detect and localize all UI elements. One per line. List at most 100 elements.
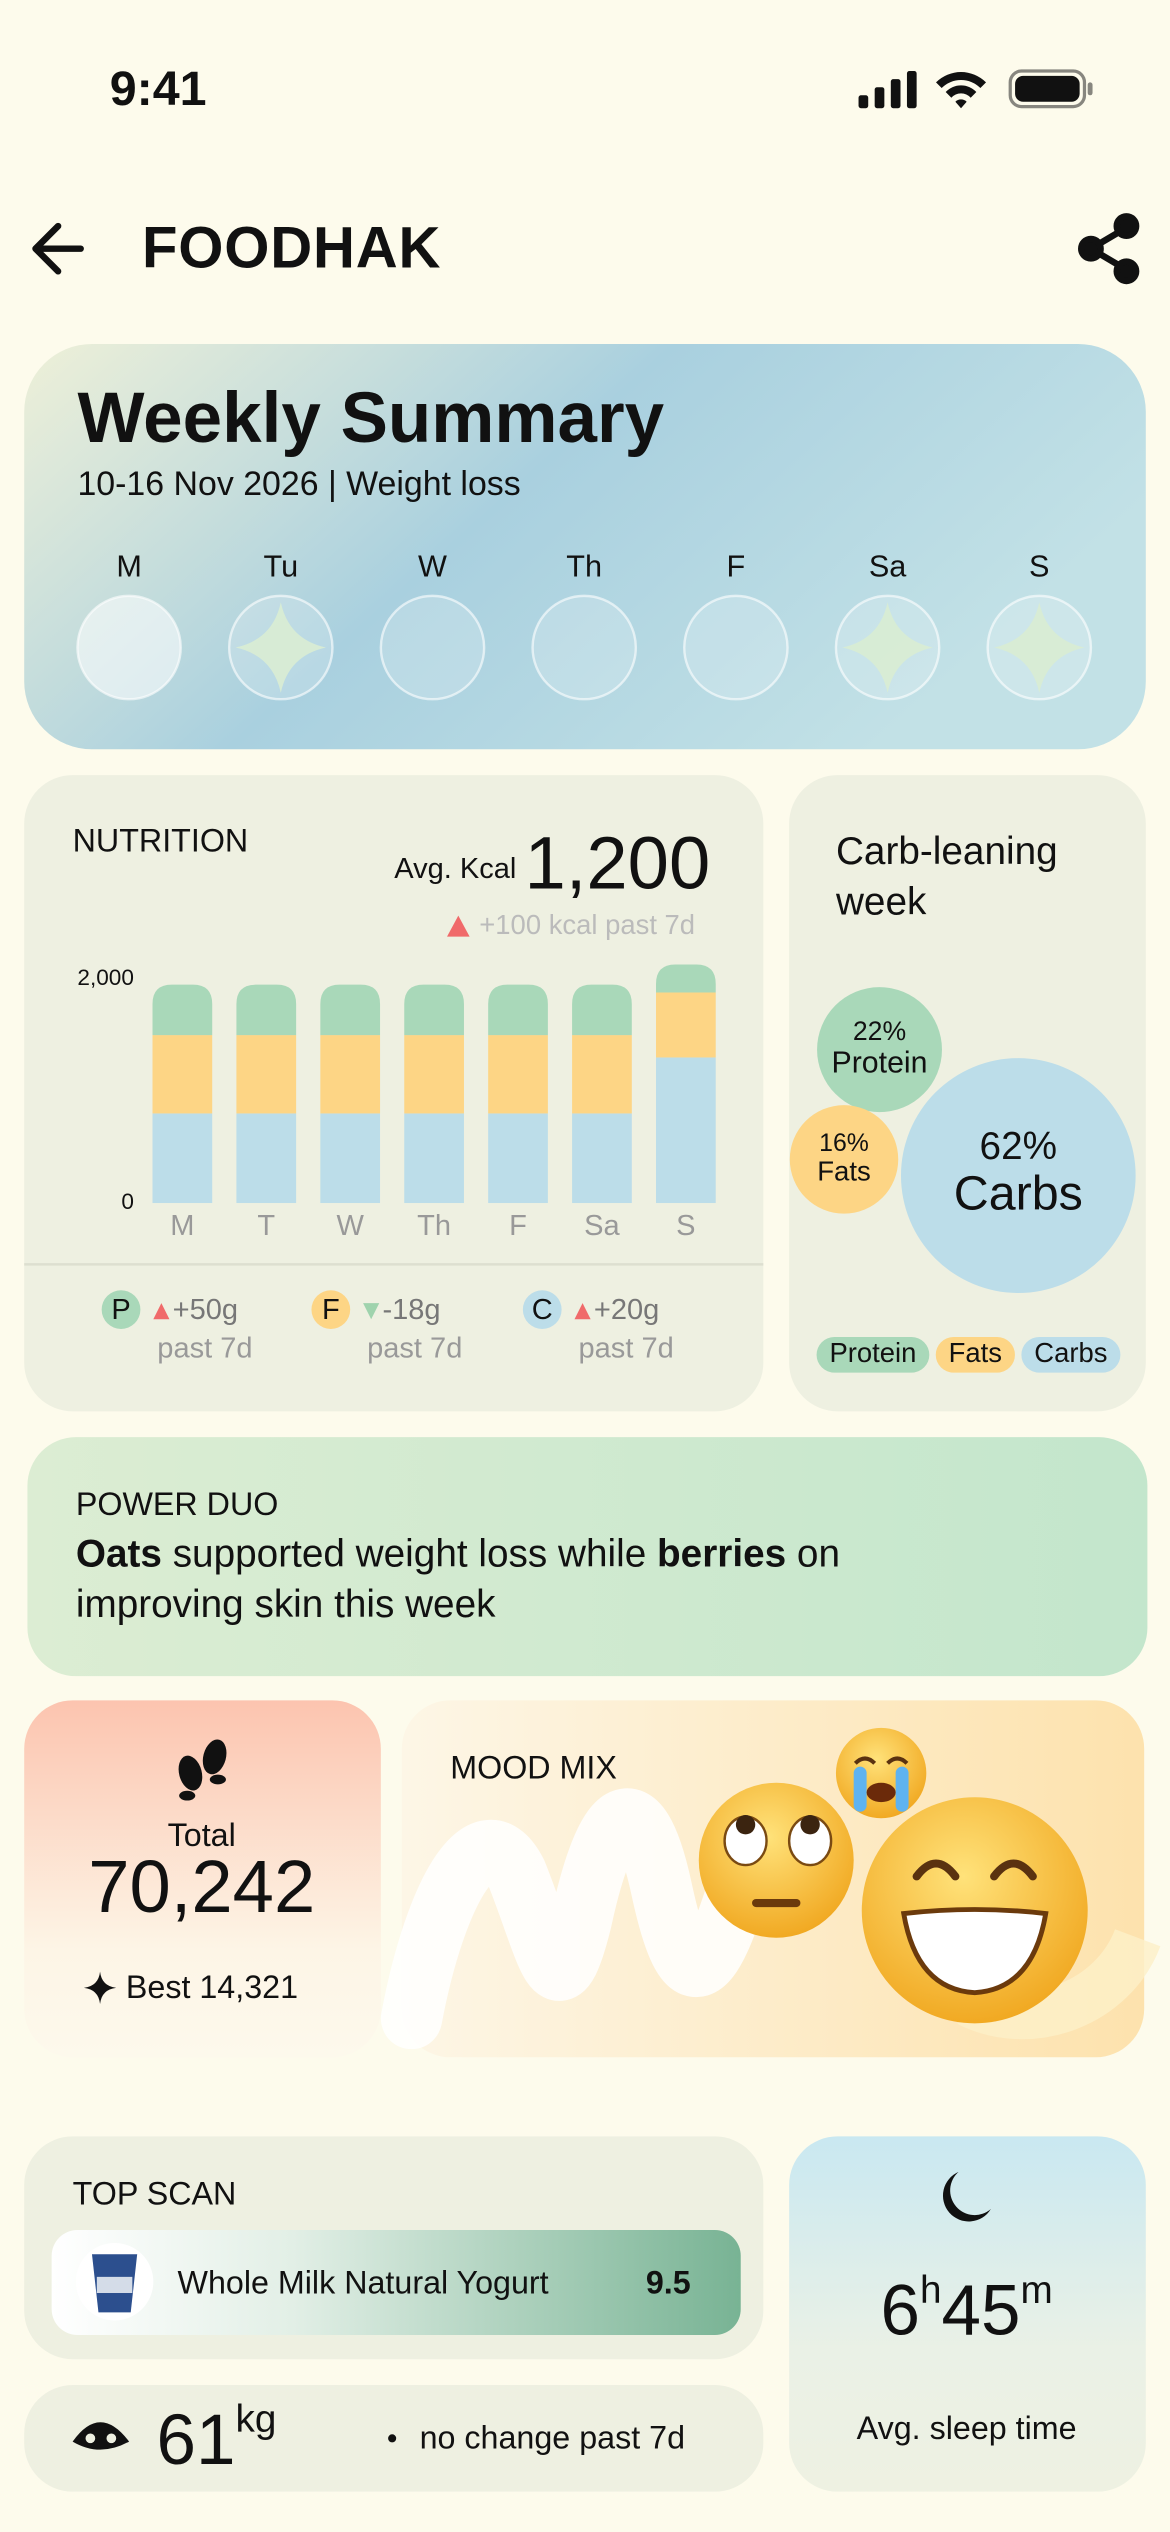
bar-segment	[152, 984, 213, 1036]
legend-pill	[1021, 1337, 1121, 1373]
bar-segment	[572, 1113, 632, 1204]
text: on	[786, 1533, 840, 1576]
x-tick-label: W	[336, 1210, 364, 1242]
weight-note: no change past 7d	[420, 2419, 685, 2455]
decor-wave	[380, 1788, 774, 2050]
legend-label: Fats	[949, 1337, 1002, 1368]
steps-card[interactable]	[24, 1700, 381, 2058]
steps-total: 70,242	[88, 1845, 315, 1928]
legend-pill	[935, 1337, 1015, 1373]
weight-icon	[72, 2422, 130, 2450]
product-thumbnail	[75, 2242, 154, 2321]
bar-segment	[404, 1113, 464, 1204]
product-score: 9.5	[646, 2264, 691, 2300]
macro-badge	[311, 1290, 351, 1329]
steps-label: Total	[168, 1817, 236, 1853]
power-duo-text: improving skin this week	[76, 1583, 496, 1626]
power-duo-text: Oats supported weight loss while berries…	[76, 1533, 840, 1576]
bar-segment	[572, 984, 632, 1036]
legend-label: Carbs	[1034, 1337, 1107, 1368]
bar-segment	[488, 1035, 548, 1114]
emoji-grin	[861, 1797, 1088, 2024]
day-label: S	[1029, 550, 1049, 584]
bar-segment	[236, 1035, 297, 1114]
mood-title: MOOD MIX	[450, 1749, 617, 1785]
bar-segment	[656, 964, 716, 993]
weekly-subtitle: 10-16 Nov 2026 | Weight loss	[77, 465, 520, 503]
share-button[interactable]	[1078, 213, 1140, 285]
macro-name: Fats	[817, 1155, 871, 1186]
bar-segment	[152, 1113, 213, 1204]
sleep-hours: 6	[881, 2271, 920, 2350]
sleep-card[interactable]	[789, 2136, 1146, 2492]
bar-segment	[236, 1113, 297, 1204]
macro-changes: P +50g past 7d F -18g past 7d C +20g past 7d	[101, 1290, 674, 1365]
footsteps-icon	[178, 1739, 227, 1801]
day-label: Sa	[869, 550, 907, 584]
sparkle-icon	[83, 1971, 117, 2004]
y-tick-label: 0	[121, 1189, 134, 1214]
bar-segment	[320, 1035, 381, 1114]
nutrition-chart: 0 2,000 M T W Th F Sa S	[77, 964, 716, 1242]
weight-value: 61kg	[157, 2398, 277, 2479]
day-label: M	[116, 550, 142, 584]
macro-badge	[101, 1290, 141, 1329]
nutrition-title: NUTRITION	[73, 822, 249, 858]
trend-up-icon	[153, 1303, 170, 1320]
macro-name: Carbs	[954, 1167, 1083, 1221]
day-label: W	[418, 550, 447, 584]
kcal-trend: +100 kcal past 7d	[479, 909, 695, 940]
day-circle	[76, 594, 182, 701]
day-circle	[379, 594, 486, 701]
sleep-label: Avg. sleep time	[857, 2410, 1077, 2446]
day-label: Tu	[263, 550, 298, 584]
day-circle	[531, 594, 638, 701]
bar-segment	[320, 1113, 381, 1204]
macro-bubble	[789, 1105, 899, 1214]
trend-down-icon	[363, 1303, 380, 1320]
macro-change: +20g	[594, 1294, 659, 1326]
sleep-time: 6h45m	[881, 2269, 1053, 2350]
day-label: F	[727, 550, 746, 584]
macro-title: Carb-leaning week	[835, 830, 1058, 923]
bar-segment	[488, 984, 548, 1036]
emoji-eye-roll	[698, 1782, 854, 1938]
moon-icon	[942, 2171, 991, 2222]
emoji-crying	[835, 1727, 927, 1819]
nutrition-card[interactable]	[24, 775, 764, 1412]
day-circle	[683, 594, 789, 701]
power-duo-label: POWER DUO	[76, 1486, 278, 1522]
macro-percent: 62%	[980, 1125, 1057, 1168]
macro-letter: C	[532, 1294, 553, 1326]
bar-segment	[656, 992, 716, 1058]
day-row: M Tu W Th F Sa S	[76, 550, 1093, 701]
status-time: 9:41	[110, 62, 207, 116]
x-tick-label: Sa	[584, 1210, 620, 1242]
bar-segment	[404, 984, 464, 1036]
text-bold: berries	[657, 1533, 786, 1576]
power-duo-card[interactable]	[27, 1437, 1148, 1677]
macro-change: +50g	[173, 1294, 238, 1326]
x-tick-label: M	[170, 1210, 194, 1242]
text: supported weight loss while	[162, 1533, 657, 1576]
macro-name: Protein	[832, 1046, 928, 1079]
macro-badge	[522, 1290, 562, 1329]
weight-unit: kg	[236, 2398, 277, 2441]
day-star	[235, 602, 326, 693]
trend-up-icon	[574, 1303, 591, 1320]
bar-segment	[404, 1035, 464, 1114]
status-icons	[858, 69, 1093, 109]
macro-percent: 16%	[819, 1130, 869, 1157]
bar-segment	[572, 1035, 632, 1114]
top-scan-title: TOP SCAN	[73, 2176, 237, 2212]
macro-period: past 7d	[157, 1333, 252, 1365]
sleep-minutes: 45	[942, 2271, 1021, 2350]
text-bold: Oats	[76, 1533, 162, 1576]
scan-row[interactable]	[51, 2230, 741, 2335]
back-button[interactable]	[32, 222, 84, 275]
legend-pill	[816, 1337, 930, 1373]
brand-logo: FOODHAK	[142, 215, 441, 280]
bar-segment	[236, 984, 297, 1036]
steps-best: Best 14,321	[126, 1969, 298, 2005]
